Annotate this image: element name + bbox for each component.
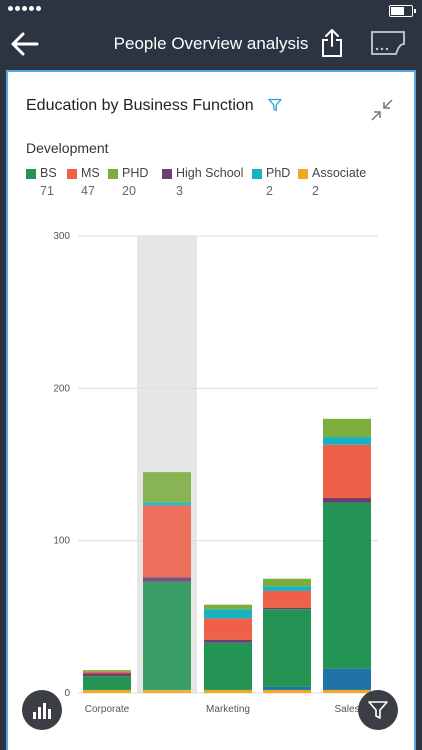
bar-segment	[263, 689, 311, 693]
bar-segment	[83, 670, 131, 672]
bar-segment	[204, 604, 252, 610]
legend-count: 20	[122, 184, 136, 198]
bar-segment	[83, 676, 131, 690]
legend-count: 2	[266, 184, 273, 198]
filter-button[interactable]	[358, 690, 398, 730]
bar-segment	[323, 689, 371, 693]
bar-segment	[323, 418, 371, 438]
bar-segment	[204, 689, 252, 693]
legend-count: 3	[176, 184, 183, 198]
nav-bar: People Overview analysis	[0, 22, 422, 66]
legend-swatch	[298, 169, 308, 179]
bar-segment	[263, 590, 311, 608]
bar-segment	[323, 437, 371, 445]
bar-segment	[83, 673, 131, 677]
page-title: People Overview analysis	[113, 34, 309, 53]
bar-segment	[143, 577, 191, 582]
legend-label: MS	[81, 166, 100, 180]
bar-chart-icon	[33, 703, 51, 719]
bar-segment	[323, 668, 371, 690]
legend-swatch	[252, 169, 262, 179]
bar-segment	[263, 609, 311, 687]
chart-type-button[interactable]	[22, 690, 62, 730]
bar-segment	[323, 502, 371, 669]
bar-segment	[204, 609, 252, 619]
storyboard-button[interactable]	[368, 28, 408, 58]
bar-segment	[263, 686, 311, 690]
legend-swatch	[67, 169, 77, 179]
bar-segment	[143, 581, 191, 690]
back-arrow-icon	[11, 32, 39, 56]
bar-segment	[83, 671, 131, 674]
legend-label: BS	[40, 166, 57, 180]
y-tick-label: 100	[53, 536, 70, 547]
status-bar	[0, 0, 422, 22]
bar-segment	[323, 444, 371, 499]
legend-label: PhD	[266, 166, 291, 180]
bar-segment	[263, 586, 311, 591]
bar-segment	[204, 639, 252, 643]
legend-swatch	[26, 169, 36, 179]
legend-label: High School	[176, 166, 244, 180]
bar-segment	[83, 689, 131, 693]
y-tick-label: 0	[64, 688, 70, 699]
storyboard-icon	[371, 31, 405, 55]
bar-segment	[204, 642, 252, 690]
bar-segment	[323, 498, 371, 503]
collapse-icon	[371, 99, 393, 121]
legend-count: 2	[312, 184, 319, 198]
y-tick-label: 300	[53, 231, 70, 242]
legend-label: Associate	[312, 166, 367, 180]
group-label: Development	[26, 140, 109, 156]
x-tick-label: Sales	[334, 704, 359, 715]
signal-strength-icon	[8, 6, 41, 11]
battery-icon	[389, 5, 416, 17]
chart-card: Education by Business Function Developme…	[6, 70, 416, 750]
legend-swatch	[162, 169, 172, 179]
bar-segment	[143, 505, 191, 578]
stacked-bar-chart: 0 100 200 300 Corporate Marketing Sales	[53, 231, 378, 715]
bar-segment	[143, 502, 191, 506]
x-tick-label: Marketing	[206, 704, 250, 715]
chart-title: Education by Business Function	[26, 97, 254, 114]
collapse-button[interactable]	[370, 98, 394, 122]
back-button[interactable]	[10, 30, 40, 58]
bar-segment	[143, 689, 191, 693]
legend-count: 47	[81, 184, 95, 198]
x-tick-label: Corporate	[85, 704, 130, 715]
legend-count: 71	[40, 184, 54, 198]
legend-label: PHD	[122, 166, 149, 180]
filter-icon	[368, 701, 388, 719]
bar-segment	[263, 578, 311, 587]
share-icon	[322, 29, 342, 57]
bar-segment	[204, 618, 252, 640]
y-tick-label: 200	[53, 383, 70, 394]
active-filter-icon[interactable]	[268, 98, 282, 112]
legend-swatch	[108, 169, 118, 179]
share-button[interactable]	[320, 28, 344, 58]
bar-segment	[143, 472, 191, 503]
bar-segment	[263, 607, 311, 610]
